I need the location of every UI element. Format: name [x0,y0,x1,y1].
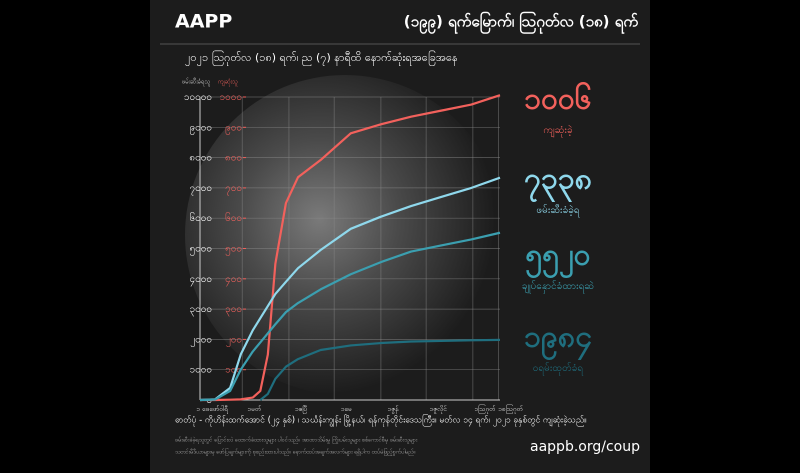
series-line [199,176,501,402]
y-tick-label: ၈၀၀၀ [189,153,212,164]
y2-tick-label: ၄၀၀ [225,274,242,287]
y-tick-label: ၂၀၀၀ [190,334,212,347]
series-total: ၁၀၀၆ [524,80,592,117]
y2-tick-label: ၈၀၀ [225,153,242,164]
subtitle: ၂၀၂၁ ဩဂုတ်လ (၁၈) ရက်၊ ည (၇) နာရီထိ နောက်… [185,50,458,66]
y2-tick-label: ၇၀၀ [225,183,242,196]
y-tick-label: ၄၀၀၀ [190,274,213,287]
y2-tick-label: ၆၀၀ [225,211,242,224]
y-tick-label: ၁၀၀၀ [190,365,213,376]
legend-label: ချုပ်နှောင်ခံထားရဆဲ [522,279,594,294]
photo [185,75,505,395]
y2-tick-label: ၅၀၀ [225,244,242,257]
y-tick-label: ၇၀၀၀ [190,183,213,196]
y-axis-label: ဖမ်းဆီးခံရသူ [182,78,211,87]
y-tick-label: ၅၀၀၀ [190,244,213,257]
legend-label: ဝရမ်းထုတ်ခံရ [533,361,584,376]
x-tick-label: ၁ဧပြီ [295,404,307,414]
legend-label: ကျဆုံးခဲ့ [543,123,572,138]
x-tick-label: ၁မတ် [247,405,261,413]
x-tick-label: ၁ ဖေဖော်ဝါရီ [196,405,229,414]
y2-tick-label: ၁၀၀ [225,365,242,376]
series-line [200,94,501,402]
x-tick-label: ၁ဇွန် [387,405,399,414]
brand: AAPP [175,11,232,33]
url: aappb.org/coup [530,439,640,455]
series-line [259,338,501,401]
y2-tick-label: ၃၀၀ [225,304,242,317]
x-tick-label: ၁၈ဩဂုတ် [498,404,523,414]
caption: ဓာတ်ပုံ - ကိုဟိန်းထက်အောင် (၂၄ နှစ်) ၊ သ… [175,414,587,428]
note: သတင်းမီဒီယာများမှ ဖော်ပြချက်များကို စုစည… [175,447,416,457]
y-tick-label: ၁၀၀၀၀ [184,92,212,103]
y-tick-label: ၃၀၀၀ [190,304,213,317]
legend-label: ဖမ်းဆီးခံခဲ့ရ [536,203,579,218]
y2-tick-label: ၁၀၀၀ [220,92,243,103]
y2-tick-label: ၉၀၀ [225,122,242,135]
y2-axis-label: ကျဆုံးသူ [218,79,238,87]
x-tick-label: ၁ဇူလိုင် [430,405,448,414]
y-tick-label: ၆၀၀၀ [190,211,213,224]
series-line [199,231,501,402]
y2-tick-label: ၂၀၀ [226,334,242,347]
y-tick-label: ၉၀၀၀ [190,122,213,135]
note: ဖမ်းဆီးခံခဲ့ရသူတွင် ပြောင်းလဲ ထောက်ခံထား… [175,435,418,445]
x-tick-label: ၁ဩဂုတ် [474,404,496,414]
x-tick-label: ၁မေ [341,405,352,413]
